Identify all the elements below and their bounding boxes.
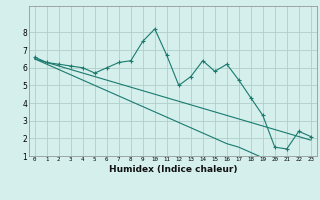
X-axis label: Humidex (Indice chaleur): Humidex (Indice chaleur)	[108, 165, 237, 174]
